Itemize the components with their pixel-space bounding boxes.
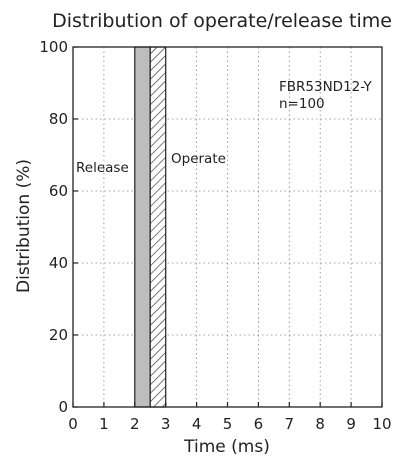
sample-annotation: n=100 xyxy=(279,96,325,112)
x-tick-label-0: 0 xyxy=(68,415,78,433)
y-tick-label-3: 60 xyxy=(49,182,68,200)
y-tick-label-2: 40 xyxy=(49,254,68,272)
x-tick-label-2: 2 xyxy=(130,415,140,433)
release-label: Release xyxy=(76,160,129,176)
bar-release xyxy=(134,46,151,408)
y-tick-label-1: 20 xyxy=(49,326,68,344)
x-axis-label: Time (ms) xyxy=(183,437,270,457)
model-annotation: FBR53ND12-Y xyxy=(279,79,373,95)
x-tick-label-3: 3 xyxy=(161,415,171,433)
plot-frame xyxy=(72,46,383,408)
y-tick-label-4: 80 xyxy=(49,110,68,128)
x-tick-label-5: 5 xyxy=(223,415,233,433)
y-tick-label-5: 100 xyxy=(39,38,68,56)
x-tick-label-1: 1 xyxy=(99,415,109,433)
x-tick-label-8: 8 xyxy=(315,415,325,433)
x-tick-label-9: 9 xyxy=(346,415,356,433)
x-tick-label-6: 6 xyxy=(254,415,264,433)
x-tick-labels: 0 1 2 3 4 5 6 7 8 9 10 xyxy=(68,415,391,433)
y-tick-label-0: 0 xyxy=(58,398,68,416)
x-tick-label-4: 4 xyxy=(192,415,202,433)
grid-lines xyxy=(73,47,382,407)
bar-operate xyxy=(149,46,167,408)
y-axis-label: Distribution (%) xyxy=(14,159,34,293)
chart-title: Distribution of operate/release time xyxy=(52,10,392,32)
operate-label: Operate xyxy=(171,151,226,167)
x-tick-label-10: 10 xyxy=(372,415,391,433)
x-tick-label-7: 7 xyxy=(285,415,295,433)
bar-group xyxy=(134,46,167,408)
y-tick-labels: 0 20 40 60 80 100 xyxy=(39,38,68,416)
